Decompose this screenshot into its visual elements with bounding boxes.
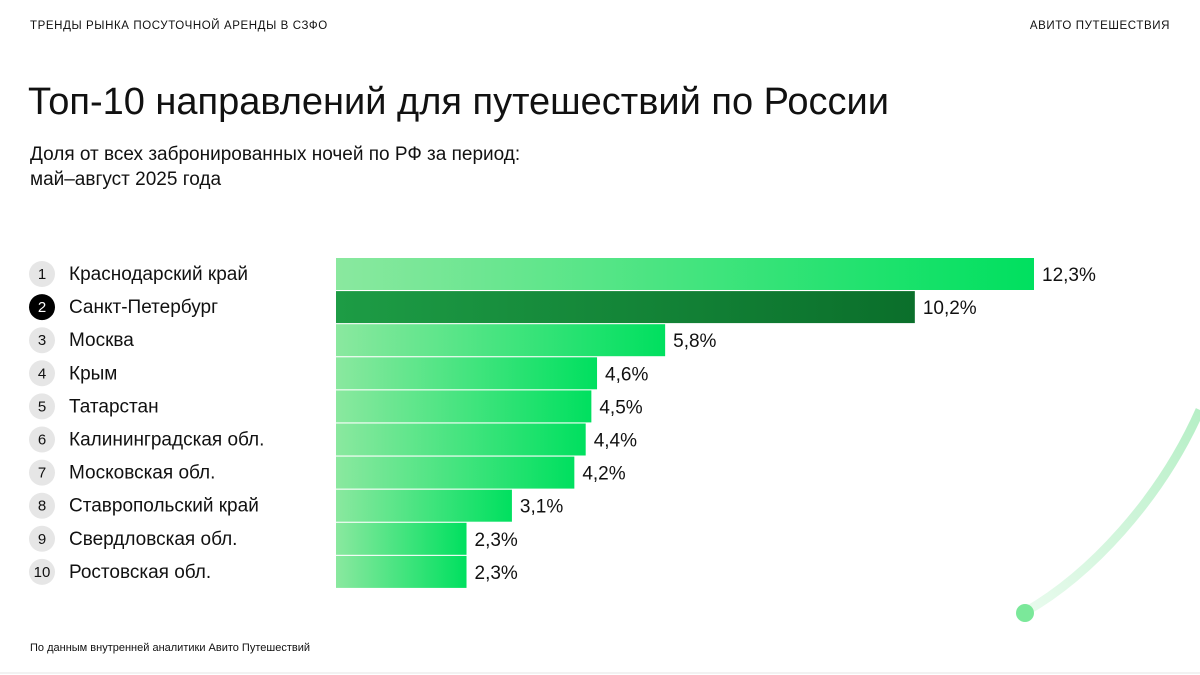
category-label: Москва: [69, 330, 134, 351]
bar: [336, 324, 666, 357]
category-label: Краснодарский край: [69, 264, 248, 285]
rank-badge: [29, 261, 55, 287]
rank-number: 6: [38, 431, 46, 448]
category-label: Калининградская обл.: [69, 430, 264, 451]
rank-badge: [29, 426, 55, 453]
category-label: Московская обл.: [69, 463, 215, 484]
decor-arc: [1022, 408, 1200, 616]
bar: [336, 522, 467, 555]
bar: [336, 390, 592, 423]
category-label: Татарстан: [69, 396, 159, 417]
bar: [336, 555, 467, 588]
bar: [336, 258, 1034, 290]
rank-badge: [29, 558, 55, 585]
subtitle: Доля от всех забронированных ночей по РФ…: [30, 144, 520, 165]
header-right: АВИТО ПУТЕШЕСТВИЯ: [1030, 20, 1170, 32]
rank-number: 9: [38, 531, 46, 548]
category-label: Ростовская обл.: [69, 562, 211, 583]
chart-title: Топ-10 направлений для путешествий по Ро…: [28, 81, 889, 123]
value-label: 10,2%: [923, 298, 977, 319]
rank-badge: [29, 327, 55, 354]
value-label: 3,1%: [520, 497, 563, 518]
rank-number: 4: [38, 365, 46, 382]
rank-badge: [29, 360, 55, 387]
value-label: 4,2%: [582, 464, 625, 485]
category-label: Ставропольский край: [69, 496, 259, 517]
subtitle: май–август 2025 года: [30, 169, 221, 190]
bar: [336, 291, 915, 324]
rank-number: 2: [38, 299, 46, 316]
rank-number: 1: [38, 266, 46, 283]
category-label: Санкт-Петербург: [69, 297, 218, 318]
value-label: 2,3%: [475, 530, 518, 551]
rank-number: 5: [38, 398, 46, 415]
value-label: 2,3%: [475, 563, 518, 584]
rank-badge: [29, 294, 55, 321]
bar: [336, 357, 598, 390]
rank-badge: [29, 393, 55, 420]
bar: [336, 489, 512, 522]
source-note: По данным внутренней аналитики Авито Пут…: [30, 642, 310, 654]
bar: [336, 456, 575, 489]
value-label: 4,4%: [594, 431, 637, 452]
bar: [336, 423, 586, 456]
rank-badge: [29, 492, 55, 519]
header-left: ТРЕНДЫ РЫНКА ПОСУТОЧНОЙ АРЕНДЫ В СЗФО: [30, 19, 328, 32]
value-label: 4,5%: [599, 397, 642, 418]
rank-number: 10: [34, 564, 51, 581]
category-label: Свердловская обл.: [69, 529, 237, 550]
rank-number: 8: [38, 498, 46, 515]
rank-number: 7: [38, 465, 46, 482]
rank-number: 3: [38, 332, 46, 349]
value-label: 12,3%: [1042, 265, 1096, 286]
rank-badge: [29, 525, 55, 552]
decor-dot: [1016, 604, 1034, 622]
value-label: 5,8%: [673, 331, 716, 352]
rank-badge: [29, 459, 55, 486]
value-label: 4,6%: [605, 364, 648, 385]
category-label: Крым: [69, 363, 117, 384]
